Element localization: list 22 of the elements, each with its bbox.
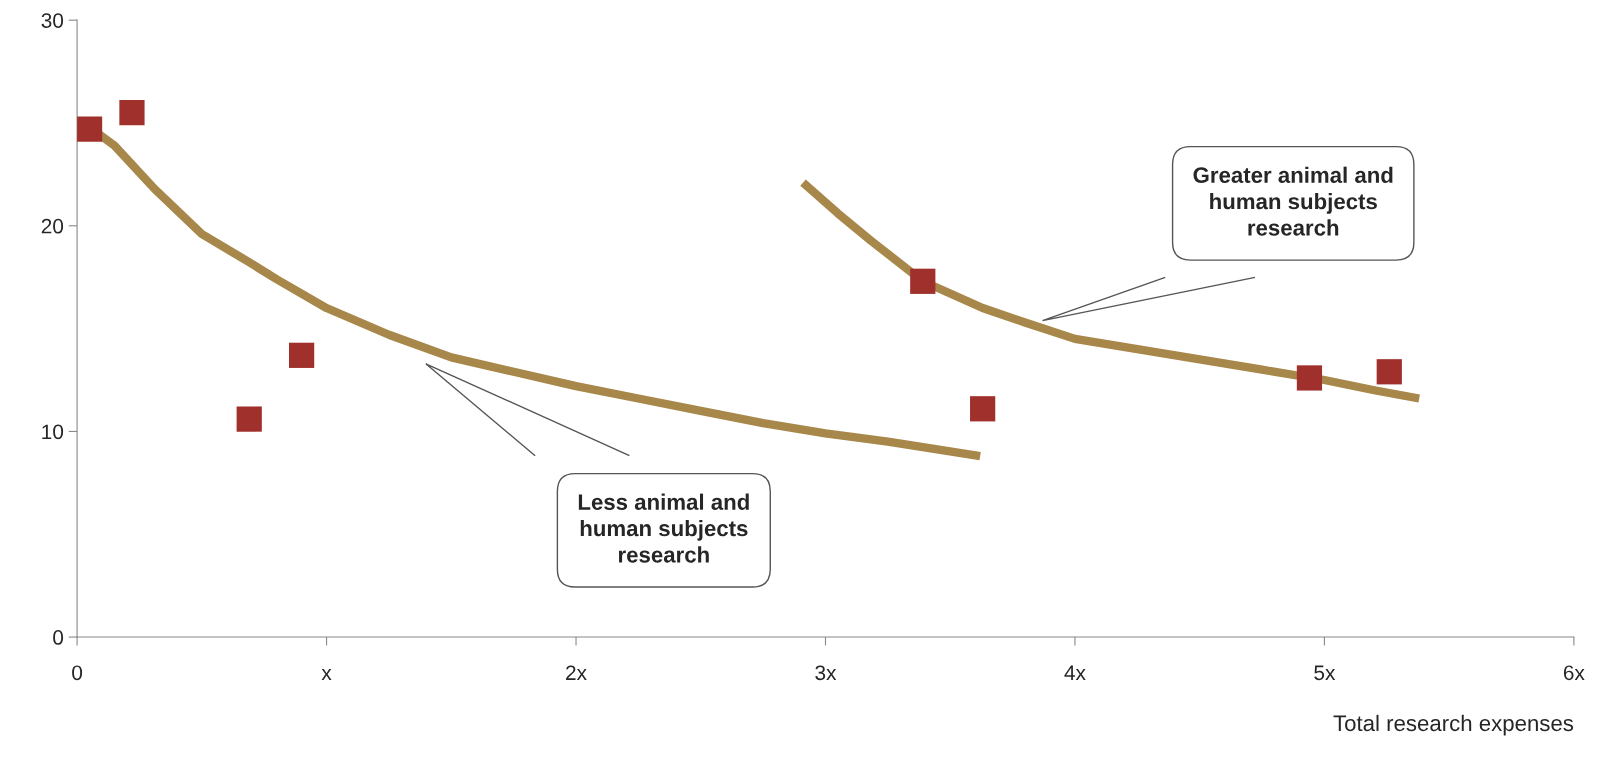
y-tick-label: 30: [41, 13, 64, 28]
x-tick-label: x: [321, 668, 332, 680]
x-tick-label: 2x: [566, 665, 587, 680]
point: [288, 342, 315, 368]
x-tick-label: 6x: [1563, 665, 1585, 681]
annotation: Greater animal and human subjects research: [1193, 166, 1393, 236]
x-tick-label: 4x: [1064, 665, 1086, 680]
point: [910, 268, 936, 294]
y-tick-label: 0: [53, 630, 64, 645]
point: [119, 100, 145, 126]
annotation: Less animal and human subjects research: [578, 493, 749, 563]
x-tick-label: 3x: [815, 665, 837, 681]
point: [1296, 365, 1323, 391]
x-tick-label: 5x: [1314, 665, 1336, 681]
x-tick-label: 0: [72, 665, 83, 681]
y-tick-label: 10: [42, 424, 64, 440]
point: [77, 116, 103, 142]
point: [236, 406, 262, 432]
y-tick-label: 20: [41, 218, 64, 234]
point: [1376, 359, 1402, 385]
point: [970, 396, 996, 422]
x-axis-title: Total research expenses: [1333, 714, 1574, 736]
